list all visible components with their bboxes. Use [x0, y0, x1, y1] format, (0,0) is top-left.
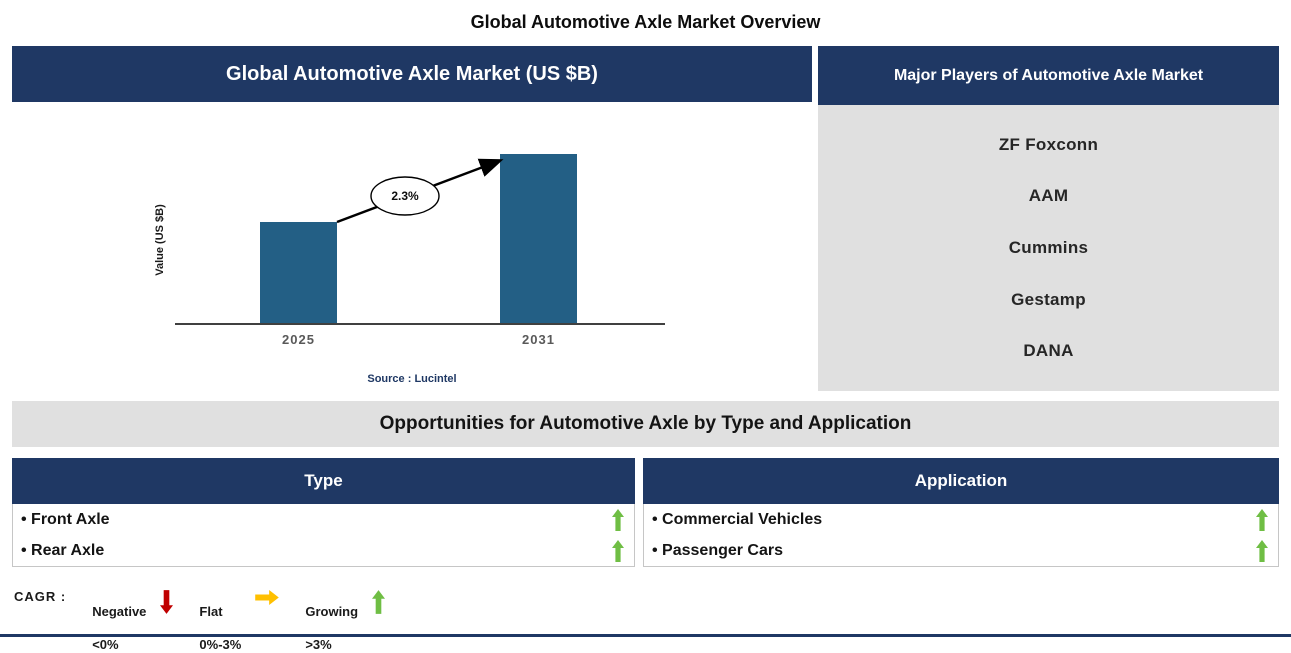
type-row-label: • Front Axle	[21, 510, 110, 528]
right-arrow-icon	[255, 588, 280, 605]
legend-growing-range: >3%	[305, 636, 332, 652]
table-row: • Passenger Cars	[644, 535, 1278, 566]
cagr-legend-label: CAGR :	[14, 589, 67, 604]
application-table: Application • Commercial Vehicles • Pass…	[643, 458, 1279, 567]
up-arrow-icon	[372, 588, 386, 614]
market-chart-panel: Global Automotive Axle Market (US $B) Va…	[12, 46, 812, 395]
legend-growing-name: Growing	[305, 604, 359, 620]
major-players-panel: Major Players of Automotive Axle Market …	[818, 46, 1279, 391]
player-item: Cummins	[1008, 237, 1089, 257]
table-row: • Rear Axle	[13, 535, 634, 566]
x-tick-2025: 2025	[282, 332, 315, 347]
bar-chart: Value (US $B) 2.3% 2025 2031 Source : Lu…	[12, 102, 812, 395]
legend-item-negative: Negative <0%	[92, 588, 174, 653]
legend-item-growing: Growing >3%	[305, 588, 386, 653]
up-trend-icon	[1256, 539, 1268, 562]
type-table: Type • Front Axle • Rear Axle	[12, 458, 635, 567]
page-title: Global Automotive Axle Market Overview	[470, 12, 821, 32]
cagr-legend: CAGR : Negative <0% Flat 0%-3% Growing >…	[14, 588, 386, 653]
player-item: DANA	[1023, 341, 1074, 361]
footer-rule	[0, 634, 1291, 637]
player-item: ZF Foxconn	[998, 134, 1099, 154]
player-item: Gestamp	[1011, 289, 1086, 309]
down-arrow-icon	[160, 588, 174, 614]
up-trend-icon	[612, 539, 624, 562]
up-trend-icon	[612, 508, 624, 531]
player-item: AAM	[1028, 186, 1069, 206]
legend-negative-name: Negative	[92, 604, 147, 620]
legend-item-flat: Flat 0%-3%	[199, 588, 280, 653]
legend-flat-range: 0%-3%	[199, 636, 242, 652]
source-note: Source : Lucintel	[367, 373, 457, 385]
bar-2025	[260, 222, 337, 323]
table-row: • Front Axle	[13, 504, 634, 535]
players-panel-title: Major Players of Automotive Axle Market	[818, 46, 1279, 105]
players-list: ZF Foxconn AAM Cummins Gestamp DANA	[818, 105, 1279, 391]
application-row-label: • Commercial Vehicles	[652, 510, 823, 528]
application-row-label: • Passenger Cars	[652, 541, 784, 559]
type-row-label: • Rear Axle	[21, 541, 105, 559]
up-trend-icon	[1256, 508, 1268, 531]
plot-area	[175, 102, 665, 325]
opportunities-banner: Opportunities for Automotive Axle by Typ…	[12, 401, 1279, 447]
legend-negative-range: <0%	[92, 636, 119, 652]
chart-panel-title: Global Automotive Axle Market (US $B)	[12, 46, 812, 102]
type-table-body: • Front Axle • Rear Axle	[12, 504, 635, 567]
application-table-body: • Commercial Vehicles • Passenger Cars	[643, 504, 1279, 567]
table-row: • Commercial Vehicles	[644, 504, 1278, 535]
application-table-header: Application	[643, 458, 1279, 504]
y-axis-label: Value (US $B)	[154, 204, 166, 276]
legend-flat-name: Flat	[199, 604, 223, 620]
bar-2031	[500, 154, 577, 323]
type-table-header: Type	[12, 458, 635, 504]
x-tick-2031: 2031	[522, 332, 555, 347]
